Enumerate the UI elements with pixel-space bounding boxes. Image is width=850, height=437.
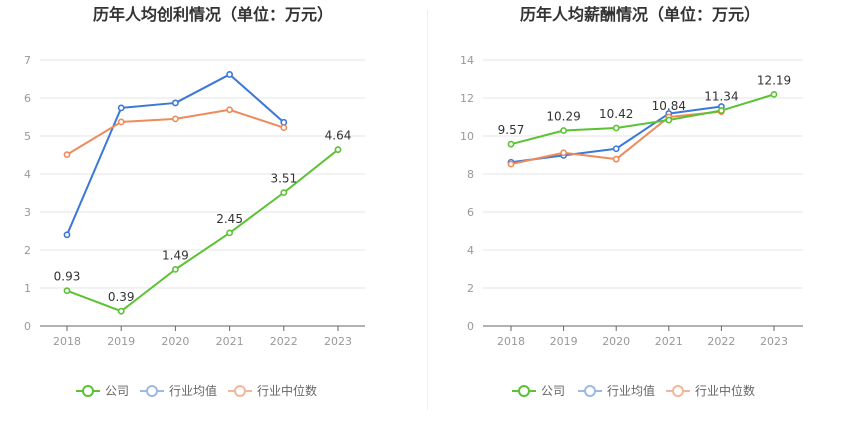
legend-swatch-marker	[672, 385, 684, 397]
x-tick-label: 2020	[161, 335, 189, 348]
x-tick-label: 2021	[655, 335, 683, 348]
x-tick-label: 2023	[760, 335, 788, 348]
y-tick-label: 14	[460, 54, 474, 67]
y-tick-label: 8	[467, 168, 474, 181]
legend-swatch-marker	[82, 385, 94, 397]
y-tick-label: 1	[24, 282, 31, 295]
x-tick-label: 2019	[107, 335, 135, 348]
legend-swatch-marker	[584, 385, 596, 397]
y-tick-label: 6	[24, 92, 31, 105]
panel-divider	[427, 10, 428, 410]
data-point	[665, 116, 673, 124]
data-label: 3.51	[270, 172, 297, 186]
legend-label: 行业均值	[169, 383, 217, 398]
data-label: 10.84	[652, 99, 686, 113]
y-tick-label: 0	[24, 320, 31, 333]
series-line-0	[510, 93, 775, 146]
data-point	[226, 71, 233, 78]
data-point	[117, 307, 125, 315]
legend-label: 公司	[541, 384, 565, 398]
x-tick-label: 2022	[270, 335, 298, 348]
data-point	[280, 189, 288, 197]
data-point	[117, 118, 125, 126]
legend-swatch-marker	[146, 385, 158, 397]
data-label: 0.39	[108, 290, 135, 304]
chart-title: 历年人均创利情况（单位：万元）	[93, 5, 333, 24]
data-point	[171, 99, 179, 107]
data-point	[770, 90, 778, 98]
legend-label: 公司	[105, 384, 129, 398]
x-tick-label: 2018	[497, 335, 525, 348]
legend-label: 行业中位数	[257, 383, 317, 398]
data-point	[171, 115, 179, 123]
y-tick-label: 2	[24, 244, 31, 257]
x-tick-label: 2023	[324, 335, 352, 348]
data-label: 0.93	[54, 270, 81, 284]
data-point	[280, 124, 288, 132]
series-line-0	[66, 148, 339, 313]
data-label: 2.45	[216, 212, 243, 226]
data-label: 12.19	[757, 73, 791, 87]
data-point	[226, 106, 233, 114]
y-tick-label: 5	[24, 130, 31, 143]
profit-per-capita-chart: 历年人均创利情况（单位：万元） 0 1 2 3 4 5 6 7 2018 2019 2020 2021 2…	[24, 5, 365, 398]
data-label: 1.49	[162, 248, 189, 262]
data-point	[63, 287, 71, 295]
data-point	[63, 231, 71, 239]
y-tick-label: 2	[467, 282, 474, 295]
y-tick-label: 0	[467, 320, 474, 333]
data-point	[226, 229, 233, 237]
data-label: 4.64	[325, 129, 352, 143]
data-label: 10.42	[599, 107, 633, 121]
x-tick-label: 2020	[602, 335, 630, 348]
data-point	[560, 127, 567, 134]
data-label: 9.57	[498, 123, 525, 137]
y-tick-label: 6	[467, 206, 474, 219]
data-point	[612, 155, 620, 163]
x-tick-label: 2021	[216, 335, 244, 348]
data-point	[612, 145, 620, 153]
data-point	[334, 146, 342, 154]
salary-per-capita-chart: 历年人均薪酬情况（单位：万元） 0 2 4 6 8 10 12 14 2018 2019 2020 20…	[460, 5, 803, 398]
y-tick-label: 10	[460, 130, 474, 143]
data-point	[507, 140, 515, 148]
legend-label: 行业均值	[607, 383, 655, 398]
data-label: 11.34	[704, 90, 738, 104]
y-tick-label: 12	[460, 92, 474, 105]
x-tick-label: 2022	[707, 335, 735, 348]
data-point	[171, 265, 179, 273]
legend-swatch-marker	[518, 385, 530, 397]
data-point	[612, 124, 620, 132]
x-tick-label: 2019	[550, 335, 578, 348]
data-point	[117, 104, 125, 112]
legend-label: 行业中位数	[695, 383, 755, 398]
data-point	[280, 118, 288, 126]
y-tick-label: 7	[24, 54, 31, 67]
y-tick-label: 4	[467, 244, 474, 257]
chart-title: 历年人均薪酬情况（单位：万元）	[520, 5, 760, 24]
legend-swatch-marker	[234, 385, 246, 397]
data-point	[560, 149, 567, 157]
y-tick-label: 4	[24, 168, 31, 181]
x-tick-label: 2018	[53, 335, 81, 348]
data-point	[63, 151, 71, 159]
data-point	[507, 160, 515, 168]
y-tick-label: 3	[24, 206, 31, 219]
data-point	[717, 107, 725, 114]
data-label: 10.29	[546, 109, 580, 123]
